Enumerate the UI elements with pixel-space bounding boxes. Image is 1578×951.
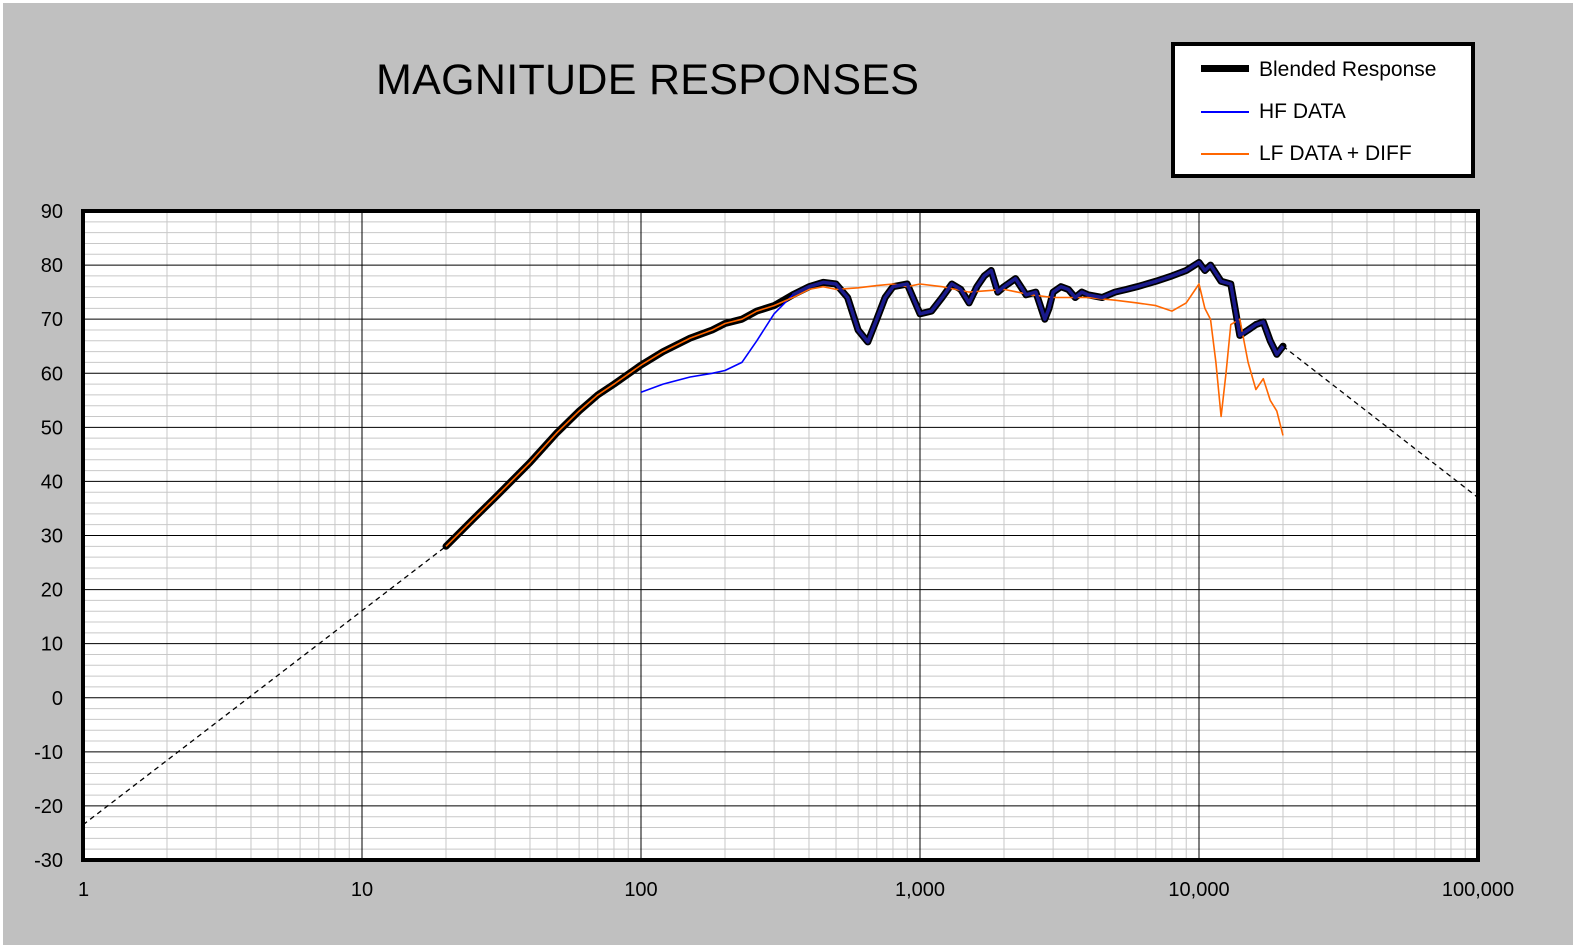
series-line-lf <box>445 283 1284 547</box>
chart-title: MAGNITUDE RESPONSES <box>376 56 920 104</box>
y-tick-label: 90 <box>41 201 63 223</box>
legend-label-lf: LF DATA + DIFF <box>1259 142 1412 165</box>
y-tick-label: -10 <box>34 742 63 764</box>
x-tick-label: 1,000 <box>895 879 945 901</box>
x-tick-label: 100,000 <box>1442 879 1514 901</box>
y-tick-label: 50 <box>41 417 63 439</box>
y-tick-label: 70 <box>41 309 63 331</box>
legend-item-lf: LF DATA + DIFF <box>1201 142 1412 166</box>
y-tick-label: 0 <box>52 688 63 710</box>
legend-swatch-blended <box>1201 65 1249 72</box>
y-tick-label: 30 <box>41 526 63 548</box>
x-tick-label: 10 <box>351 879 373 901</box>
chart-legend: Blended Response HF DATA LF DATA + DIFF <box>1171 42 1475 178</box>
legend-item-blended: Blended Response <box>1201 58 1436 82</box>
y-tick-label: -20 <box>34 796 63 818</box>
legend-swatch-hf <box>1201 111 1249 113</box>
x-tick-label: 1 <box>78 879 89 901</box>
y-tick-label: -30 <box>34 850 63 872</box>
extrapolation-line <box>83 545 447 826</box>
x-tick-label: 100 <box>624 879 657 901</box>
y-tick-label: 20 <box>41 580 63 602</box>
legend-item-hf: HF DATA <box>1201 100 1346 124</box>
y-tick-label: 80 <box>41 255 63 277</box>
plot-frame <box>81 209 1480 862</box>
y-tick-label: 10 <box>41 634 63 656</box>
legend-label-hf: HF DATA <box>1259 100 1346 123</box>
y-tick-label: 60 <box>41 363 63 385</box>
series-line-blended-core <box>792 260 1285 357</box>
x-tick-label: 10,000 <box>1168 879 1229 901</box>
legend-label-blended: Blended Response <box>1259 58 1437 81</box>
legend-swatch-lf <box>1201 153 1249 155</box>
y-tick-label: 40 <box>41 471 63 493</box>
